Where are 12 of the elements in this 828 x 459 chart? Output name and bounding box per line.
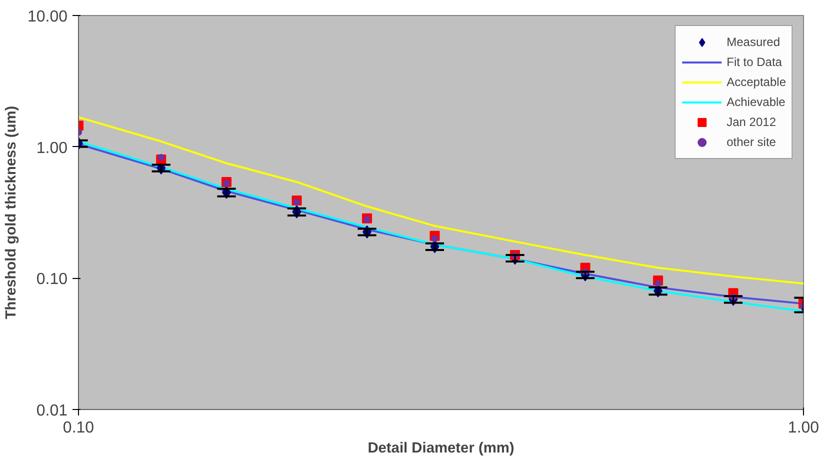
legend-label: Fit to Data — [726, 54, 782, 70]
legend-label: Acceptable — [726, 74, 786, 90]
legend-label: Jan 2012 — [726, 114, 776, 130]
legend-label: Measured — [726, 34, 780, 50]
y-tick-label: 0.01 — [36, 402, 68, 420]
y-tick-label: 1.00 — [36, 140, 68, 157]
y-tick-label: 10.00 — [27, 8, 68, 26]
y-axis-title: Threshold gold thickness (um) — [3, 106, 20, 320]
y-tick-label: 0.10 — [36, 271, 68, 288]
legend-label: Achievable — [726, 94, 786, 110]
legend-label: other site — [726, 134, 776, 150]
x-axis-title: Detail Diameter (mm) — [368, 440, 514, 456]
